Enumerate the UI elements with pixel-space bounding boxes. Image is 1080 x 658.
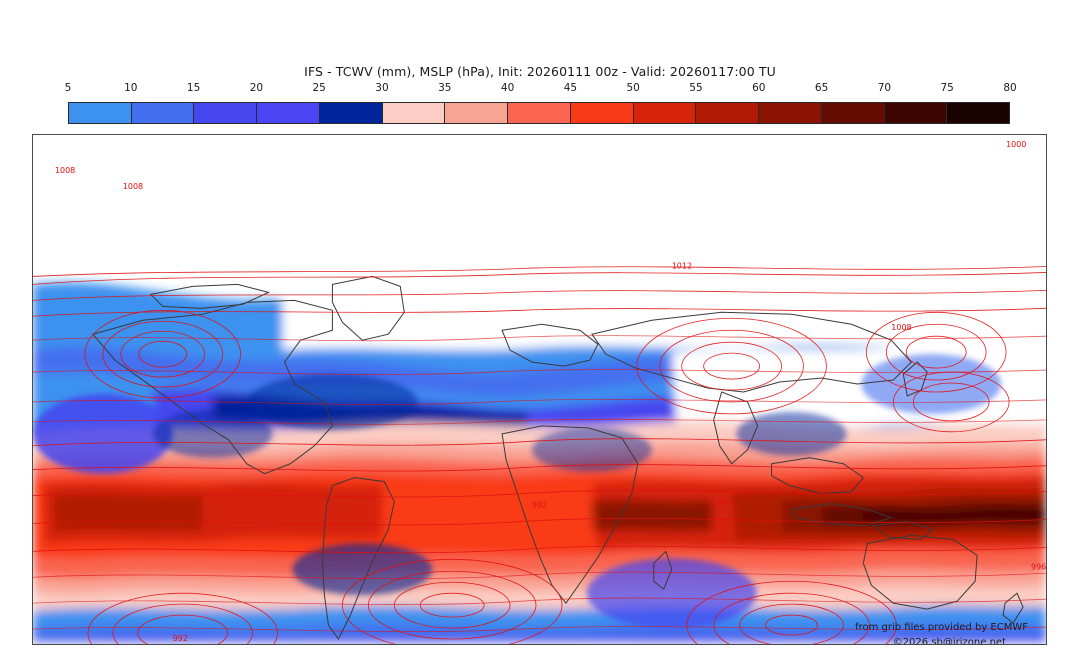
colorbar-tick-80: 80 [1003, 82, 1017, 94]
colorbar-band-45-50 [570, 103, 634, 123]
svg-text:996: 996 [716, 499, 731, 508]
colorbar-tick-40: 40 [500, 82, 515, 94]
colorbar-tick-labels: 5 10 15 20 25 30 35 40 45 50 55 60 65 70 75 80 [64, 82, 1017, 100]
colorbar-band-30-35 [382, 103, 446, 123]
colorbar-band-10-15 [131, 103, 195, 123]
colorbar-band-20-25 [257, 103, 320, 123]
colorbar-tick-10: 10 [124, 82, 138, 94]
colorbar-tick-25: 25 [312, 82, 326, 94]
colorbar-band-35-40 [445, 103, 509, 123]
mslp-contours [33, 266, 1046, 644]
svg-text:992: 992 [532, 501, 547, 510]
colorbar-tick-35: 35 [438, 82, 452, 94]
svg-text:996: 996 [1031, 562, 1046, 571]
svg-text:1008: 1008 [55, 166, 75, 175]
svg-text:1000: 1000 [1006, 140, 1026, 149]
colorbar-tick-75: 75 [940, 82, 954, 94]
colorbar-tick-50: 50 [626, 82, 640, 94]
colorbar-tick-65: 65 [814, 82, 829, 94]
colorbar-band-15-20 [194, 103, 258, 123]
map-canvas: 1008 1008 1000 1008 1012 992 996 992 996 [33, 135, 1046, 644]
coastlines [91, 275, 1024, 640]
colorbar-tick-45: 45 [563, 82, 578, 94]
colorbar-tick-5: 5 [64, 82, 72, 94]
tcwv-secondary [33, 354, 1002, 629]
colorbar-band-55-60 [696, 103, 760, 123]
colorbar-band-60-65 [759, 103, 822, 123]
colorbar-tick-15: 15 [186, 82, 201, 94]
mslp-contour-labels: 1008 1008 1000 1008 1012 992 996 992 996 [55, 140, 1046, 643]
colorbar-tick-20: 20 [249, 82, 264, 94]
colorbar-band-40-45 [508, 103, 571, 123]
data-source-attribution: from grib files provided by ECMWF [855, 622, 1028, 633]
colorbar-band-65-70 [821, 103, 885, 123]
svg-text:992: 992 [173, 634, 188, 643]
svg-text:1008: 1008 [891, 323, 911, 332]
colorbar-tick-70: 70 [877, 82, 892, 94]
map-panel[interactable]: 1008 1008 1000 1008 1012 992 996 992 996… [32, 134, 1047, 645]
colorbar-bands [68, 102, 1010, 124]
svg-text:1008: 1008 [123, 182, 143, 191]
colorbar-band-75-80 [947, 103, 1010, 123]
colorbar-band-5-10 [69, 103, 132, 123]
svg-text:1012: 1012 [672, 261, 692, 270]
copyright-attribution: ©2026 sb@irizone.net [892, 637, 1006, 645]
colorbar-tick-60: 60 [752, 82, 766, 94]
colorbar-tick-55: 55 [689, 82, 703, 94]
page-title: IFS - TCWV (mm), MSLP (hPa), Init: 20260… [304, 64, 776, 79]
colorbar-band-50-55 [633, 103, 697, 123]
colorbar-band-70-75 [884, 103, 948, 123]
colorbar: 5 10 15 20 25 30 35 40 45 50 55 60 65 70 75 80 [64, 82, 1017, 124]
colorbar-tick-30: 30 [375, 82, 389, 94]
colorbar-band-25-30 [319, 103, 383, 123]
